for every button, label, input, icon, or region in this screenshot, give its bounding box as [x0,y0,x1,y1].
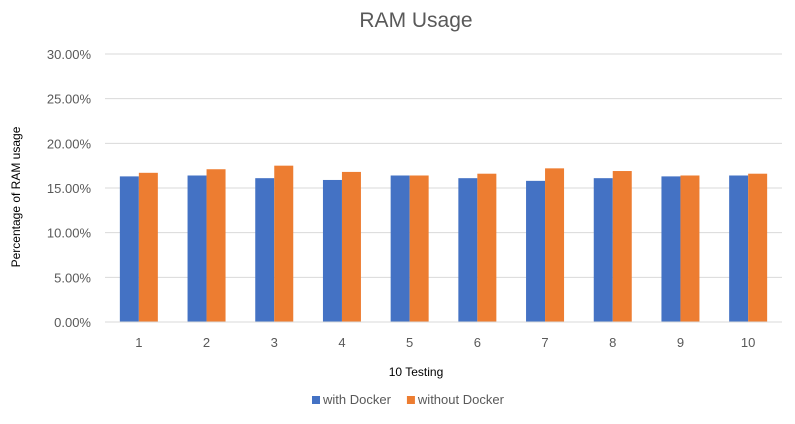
bar-without-docker [206,169,226,322]
bar-with-docker [255,178,275,322]
y-tick-label: 30.00% [47,47,92,62]
bar-without-docker [748,173,768,322]
bar-with-docker [661,176,681,322]
bar-with-docker [322,179,342,322]
x-tick-label: 7 [541,335,548,350]
bar-with-docker [458,178,478,322]
legend-label: without Docker [417,392,505,407]
y-tick-label: 5.00% [54,270,91,285]
x-tick-label: 2 [203,335,210,350]
bar-without-docker [138,172,158,322]
x-tick-label: 1 [135,335,142,350]
bar-without-docker [409,175,429,322]
legend-swatch [406,396,415,404]
y-tick-label: 25.00% [47,92,92,107]
legend-swatch [312,396,320,404]
legend-label: with Docker [322,392,392,407]
x-axis-tick-labels: 1 2 3 4 5 6 7 8 9 10 [135,335,755,350]
bar-without-docker [680,175,700,322]
bar-without-docker [545,168,565,322]
y-tick-label: 20.00% [47,136,92,151]
bar-without-docker [477,173,497,322]
chart-title: RAM Usage [359,9,472,32]
bars [119,165,768,322]
bar-without-docker [341,171,361,322]
bar-with-docker [526,180,546,322]
bar-with-docker [390,175,410,322]
bar-with-docker [119,176,139,322]
bar-without-docker [274,165,294,322]
bar-with-docker [729,175,749,322]
legend: with Docker without Docker [312,392,505,407]
x-tick-label: 10 [741,335,755,350]
x-tick-label: 8 [609,335,616,350]
bar-with-docker [593,178,613,322]
x-tick-label: 5 [406,335,413,350]
bar-without-docker [612,171,632,322]
x-tick-label: 6 [474,335,481,350]
y-axis-tick-labels: 0.00% 5.00% 10.00% 15.00% 20.00% 25.00% 30.00% [47,47,92,330]
x-tick-label: 9 [677,335,684,350]
y-tick-label: 0.00% [54,315,91,330]
bar-with-docker [187,175,207,322]
y-tick-label: 15.00% [47,181,92,196]
y-tick-label: 10.00% [47,226,92,241]
x-tick-label: 4 [338,335,345,350]
x-axis-title: 10 Testing [389,365,444,379]
y-axis-title: Percentage of RAM usage [9,126,23,267]
x-tick-label: 3 [271,335,278,350]
